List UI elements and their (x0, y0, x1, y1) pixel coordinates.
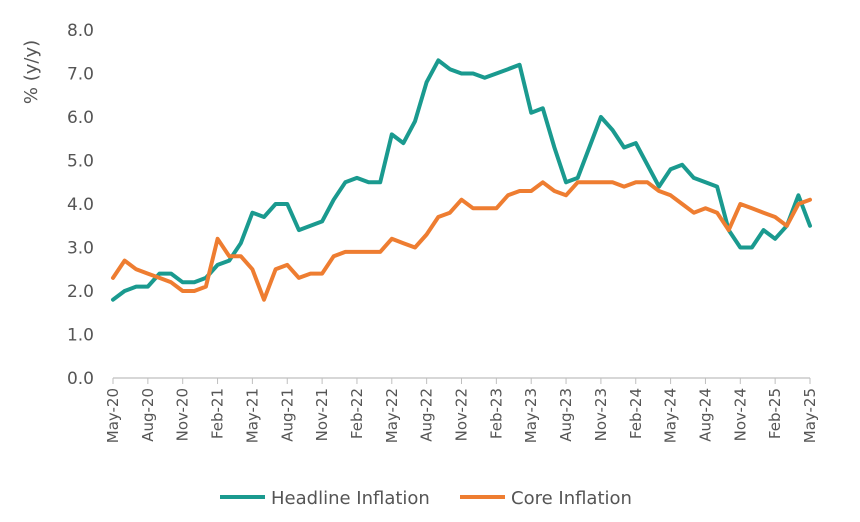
x-tick-label: Feb-25 (766, 388, 784, 439)
series-lines (111, 58, 812, 302)
x-tick-label: Feb-24 (627, 388, 645, 439)
y-tick-label: 8.0 (67, 21, 94, 41)
x-tick-label: Aug-24 (696, 388, 714, 442)
x-tick-label: Aug-20 (139, 388, 157, 442)
core-inflation-line (111, 180, 812, 302)
x-tick-label: Aug-23 (557, 388, 575, 442)
x-tick-label: May-20 (104, 388, 122, 443)
y-tick-label: 6.0 (67, 108, 94, 128)
x-tick-label: Feb-21 (209, 388, 227, 439)
x-tick-label: Feb-23 (487, 388, 505, 439)
x-tick-label: Aug-22 (418, 388, 436, 442)
x-tick-label: May-23 (522, 388, 540, 443)
y-tick-label: 5.0 (67, 152, 94, 172)
x-tick-label: May-25 (801, 388, 819, 443)
legend-label-core: Core Inflation (511, 488, 632, 509)
y-tick-label: 3.0 (67, 239, 94, 259)
y-tick-label: 0.0 (67, 369, 94, 389)
y-tick-label: 4.0 (67, 195, 94, 215)
legend-label-headline: Headline Inflation (271, 488, 430, 509)
y-axis-ticks: 0.0 1.0 2.0 3.0 4.0 5.0 6.0 7.0 8.0 (67, 21, 94, 389)
x-tick-label: May-21 (243, 388, 261, 443)
x-tick-label: Nov-22 (453, 388, 471, 441)
y-tick-label: 7.0 (67, 65, 94, 85)
x-tick-label: Nov-23 (592, 388, 610, 441)
x-tick-label: Nov-24 (731, 388, 749, 441)
x-tick-label: Nov-21 (313, 388, 331, 441)
headline-inflation-line (111, 58, 812, 302)
y-axis-label: % (y/y) (21, 40, 42, 104)
x-tick-label: Aug-21 (278, 388, 296, 442)
x-axis-ticks: May-20 Aug-20 Nov-20 Feb-21 May-21 Aug-21 Nov-… (104, 378, 819, 443)
x-tick-label: Feb-22 (348, 388, 366, 439)
y-tick-label: 2.0 (67, 282, 94, 302)
y-tick-label: 1.0 (67, 326, 94, 346)
x-tick-label: Nov-20 (174, 388, 192, 441)
x-tick-label: May-22 (383, 388, 401, 443)
x-tick-label: May-24 (662, 388, 680, 443)
legend: Headline Inflation Core Inflation (220, 488, 632, 509)
